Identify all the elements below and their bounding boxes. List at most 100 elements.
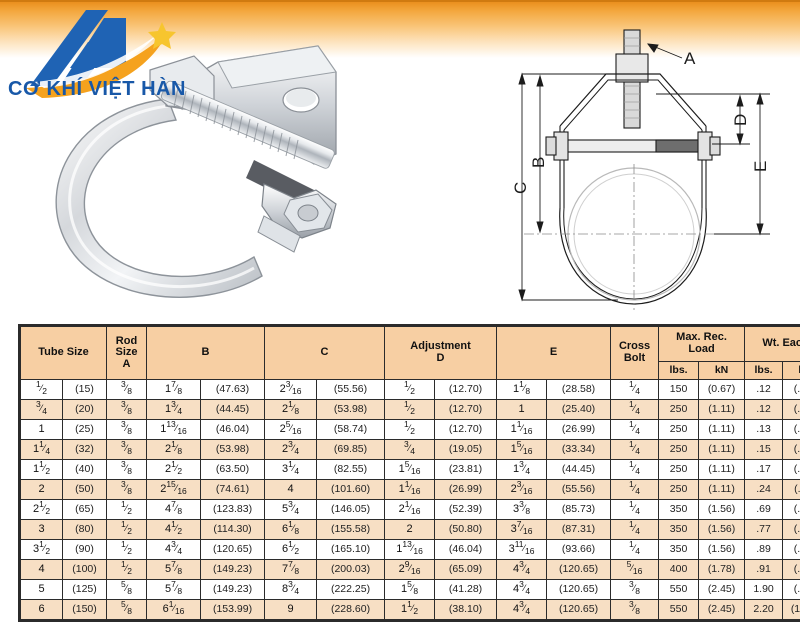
cell-c-mm: (222.25) (316, 579, 386, 600)
cell-d-in: 15⁄8 (384, 579, 436, 600)
cell-tube-mm: (15) (62, 379, 107, 400)
cell-d-mm: (52.39) (434, 499, 498, 520)
cell-e-mm: (55.56) (546, 479, 612, 500)
cell-d-in: 2 (384, 519, 436, 540)
cell-tube-mm: (20) (62, 399, 107, 420)
cell-load-lbs: 350 (658, 539, 700, 560)
cell-d-in: 1⁄2 (384, 379, 436, 400)
cell-c-in: 77⁄8 (264, 559, 318, 580)
cell-wt-lbs: .24 (744, 479, 784, 500)
cell-e-mm: (28.58) (546, 379, 612, 400)
cell-e-mm: (120.65) (546, 599, 612, 620)
cell-load-kn: (1.78) (698, 559, 746, 580)
cell-e-mm: (33.34) (546, 439, 612, 460)
cell-c-mm: (55.56) (316, 379, 386, 400)
cell-b-in: 215⁄16 (146, 479, 201, 500)
table-row: 3⁄4 (20) 3⁄8 13⁄4 (44.45) 21⁄8 (53.98) 1⁄2 (12.7… (20, 399, 800, 420)
top-banner (0, 0, 800, 58)
cell-tube-in: 31⁄2 (20, 539, 63, 560)
th-adjustment-l2: D (436, 352, 445, 364)
cell-wt-lbs: .12 (744, 399, 784, 420)
cell-e-mm: (120.65) (546, 579, 612, 600)
cell-d-in: 11⁄2 (384, 599, 436, 620)
cell-rod: 3⁄8 (106, 419, 147, 440)
cell-c-mm: (228.60) (316, 599, 386, 620)
cell-d-mm: (23.81) (434, 459, 498, 480)
cell-b-mm: (53.98) (199, 439, 266, 460)
cell-d-mm: (19.05) (434, 439, 498, 460)
cell-c-mm: (69.85) (316, 439, 386, 460)
table-row: 1⁄2 (15) 3⁄8 17⁄8 (47.63) 23⁄16 (55.56) 1⁄2 (12.… (20, 379, 800, 400)
table-row: 11⁄4 (32) 3⁄8 21⁄8 (53.98) 23⁄4 (69.85) 3⁄4 (19.… (20, 439, 800, 460)
cell-load-lbs: 550 (658, 599, 700, 620)
th-rod-size: Rod Size A (106, 326, 147, 380)
cell-cross-bolt: 1⁄4 (610, 439, 660, 460)
cell-wt-kg: (1.00) (782, 599, 800, 620)
th-rod-size-l3: A (122, 357, 131, 370)
cell-rod: 3⁄8 (106, 379, 147, 400)
cell-e-mm: (26.99) (546, 419, 612, 440)
cell-rod: 1⁄2 (106, 539, 147, 560)
cell-e-in: 43⁄4 (496, 579, 548, 600)
cell-e-in: 43⁄4 (496, 599, 548, 620)
cell-load-lbs: 250 (658, 439, 700, 460)
cell-b-in: 21⁄8 (146, 439, 201, 460)
cell-cross-bolt: 3⁄8 (610, 599, 660, 620)
cell-load-kn: (1.56) (698, 539, 746, 560)
cell-b-mm: (63.50) (199, 459, 266, 480)
specification-table: Tube Size Rod Size A B C Adjustment D E … (17, 324, 800, 622)
cell-cross-bolt: 1⁄4 (610, 499, 660, 520)
cell-tube-in: 1 (20, 419, 63, 440)
cell-wt-lbs: .89 (744, 539, 784, 560)
cell-d-in: 29⁄16 (384, 559, 436, 580)
table-row: 11⁄2 (40) 3⁄8 21⁄2 (63.50) 31⁄4 (82.55) 15⁄16 (2… (20, 459, 800, 480)
table-row: 31⁄2 (90) 1⁄2 43⁄4 (120.65) 61⁄2 (165.10) 113⁄1… (20, 539, 800, 560)
cell-cross-bolt: 1⁄4 (610, 419, 660, 440)
cell-b-mm: (46.04) (199, 419, 266, 440)
th-max-load-l1: Max. Rec. (676, 331, 727, 344)
cell-wt-kg: (.40) (782, 539, 800, 560)
cell-tube-in: 3⁄4 (20, 399, 63, 420)
cell-wt-kg: (.07) (782, 439, 800, 460)
th-adjustment-d: Adjustment D (384, 326, 498, 380)
cell-wt-kg: (.06) (782, 419, 800, 440)
cell-tube-mm: (32) (62, 439, 107, 460)
th-cross-bolt-l1: Cross (618, 340, 651, 353)
cell-cross-bolt: 5⁄16 (610, 559, 660, 580)
cell-wt-kg: (.86) (782, 579, 800, 600)
cell-rod: 1⁄2 (106, 559, 147, 580)
cell-tube-mm: (40) (62, 459, 107, 480)
cell-wt-lbs: .91 (744, 559, 784, 580)
cell-rod: 5⁄8 (106, 599, 147, 620)
header-row-groups: Tube Size Rod Size A B C Adjustment D E … (20, 326, 800, 380)
table-row: 5 (125) 5⁄8 57⁄8 (149.23) 83⁄4 (222.25) 15⁄8 (41… (20, 579, 800, 600)
cell-e-in: 11⁄16 (496, 419, 548, 440)
cell-wt-lbs: .77 (744, 519, 784, 540)
cell-c-mm: (200.03) (316, 559, 386, 580)
cell-wt-kg: (.08) (782, 459, 800, 480)
cell-b-in: 17⁄8 (146, 379, 201, 400)
cell-tube-mm: (25) (62, 419, 107, 440)
cell-cross-bolt: 1⁄4 (610, 539, 660, 560)
cell-c-in: 53⁄4 (264, 499, 318, 520)
cell-load-lbs: 250 (658, 399, 700, 420)
cell-load-kn: (1.11) (698, 399, 746, 420)
th-b: B (145, 326, 266, 380)
table-body: 1⁄2 (15) 3⁄8 17⁄8 (47.63) 23⁄16 (55.56) 1⁄2 (12.… (20, 379, 800, 620)
cell-c-in: 83⁄4 (264, 579, 318, 600)
cell-c-mm: (146.05) (316, 499, 386, 520)
cell-e-in: 43⁄4 (496, 559, 548, 580)
cell-c-in: 4 (264, 479, 318, 500)
cell-cross-bolt: 1⁄4 (610, 479, 660, 500)
cell-load-kn: (0.67) (698, 379, 746, 400)
cell-e-in: 15⁄16 (496, 439, 548, 460)
company-logo (8, 8, 203, 108)
cell-wt-kg: (.05) (782, 399, 800, 420)
cell-b-mm: (74.61) (199, 479, 266, 500)
cell-tube-in: 21⁄2 (20, 499, 63, 520)
cell-load-kn: (1.11) (698, 479, 746, 500)
cell-c-mm: (165.10) (316, 539, 386, 560)
cell-tube-in: 11⁄4 (20, 439, 63, 460)
cell-b-mm: (123.83) (199, 499, 266, 520)
cell-c-mm: (155.58) (316, 519, 386, 540)
